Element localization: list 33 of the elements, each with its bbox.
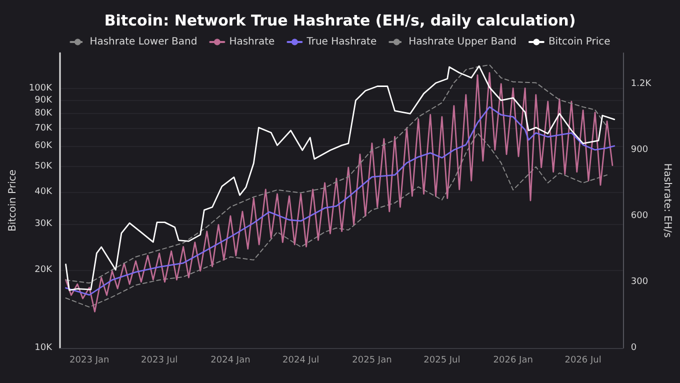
x-tick-label: 2025 Jul xyxy=(424,356,460,366)
x-tick-label: 2024 Jan xyxy=(210,356,250,366)
x-tick-label: 2023 Jul xyxy=(141,356,178,366)
x-tick-label: 2023 Jan xyxy=(70,356,110,366)
y-tick-label: 100K xyxy=(28,83,54,94)
y-axis-title: Bitcoin Price xyxy=(8,170,18,232)
legend-label: Hashrate Upper Band xyxy=(408,36,516,48)
y-tick-label: 50K xyxy=(34,162,54,172)
x-tick-label: 2026 Jan xyxy=(493,356,533,366)
y-tick-label: 80K xyxy=(34,108,54,119)
y-tick-label: 40K xyxy=(34,186,54,197)
legend-label: Hashrate Lower Band xyxy=(90,36,198,48)
y-tick-label: 70K xyxy=(34,124,54,134)
y-tick-label: 10K xyxy=(34,343,54,353)
chart-title: Bitcoin: Network True Hashrate (EH/s, daily calculation) xyxy=(104,12,576,30)
y-tick-label: 90K xyxy=(34,95,54,106)
y-tick-label: 30K xyxy=(34,219,54,230)
x-tick-label: 2025 Jan xyxy=(352,356,392,366)
y-tick-label: 20K xyxy=(34,264,54,275)
y-tick-label: 60K xyxy=(34,141,54,152)
y2-tick-label: 300 xyxy=(630,276,648,287)
legend-label: True Hashrate xyxy=(306,36,377,48)
y2-tick-label: 900 xyxy=(630,144,648,155)
y2-tick-label: 1.2K xyxy=(630,78,652,89)
x-tick-label: 2024 Jul xyxy=(282,356,320,366)
legend-label: Bitcoin Price xyxy=(548,36,610,48)
legend-label: Hashrate xyxy=(229,36,275,48)
x-tick-label: 2026 Jul xyxy=(564,356,602,366)
line-series xyxy=(65,132,608,308)
y2-tick-label: 0 xyxy=(630,343,637,353)
y2-tick-label: 600 xyxy=(630,210,648,221)
y2-axis-title: Hashrate: EH/s xyxy=(662,163,672,238)
line-series xyxy=(65,106,616,296)
